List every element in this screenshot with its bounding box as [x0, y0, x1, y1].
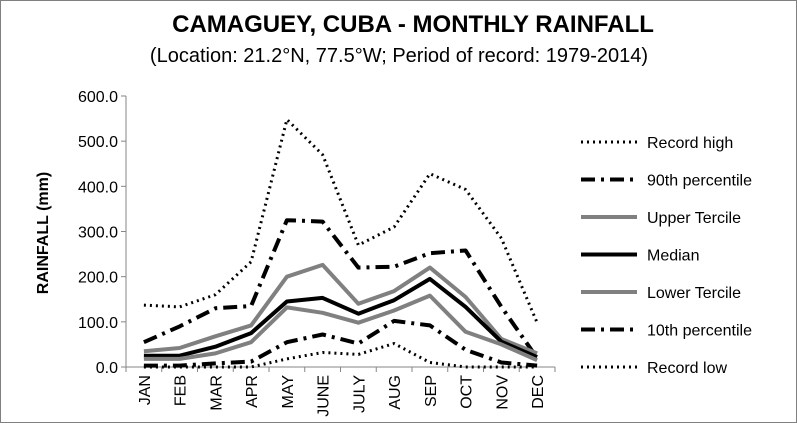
- series-line-record-low: [143, 342, 538, 369]
- x-tick-label: JULY: [351, 375, 368, 413]
- chart-subtitle: (Location: 21.2°N, 77.5°W; Period of rec…: [150, 45, 648, 67]
- x-tick-label: OCT: [459, 375, 476, 409]
- y-tick-label: 0.0: [96, 360, 118, 377]
- legend-label-median: Median: [647, 248, 699, 265]
- x-tick-label: MAY: [280, 375, 297, 409]
- legend-label-upper-tercile: Upper Tercile: [647, 210, 741, 227]
- x-tick-label: AUG: [387, 375, 404, 410]
- y-tick-label: 300.0: [78, 225, 118, 242]
- legend: Record high 90th percentile Upper Tercile M…: [581, 135, 752, 377]
- x-tick-label: MAR: [208, 375, 225, 411]
- series-line-median: [143, 276, 538, 359]
- y-tick-label: 600.0: [78, 89, 118, 106]
- chart-title: CAMAGUEY, CUBA - MONTHLY RAINFALL: [172, 11, 654, 38]
- y-tick-label: 500.0: [78, 134, 118, 151]
- x-tick-label: SEP: [423, 375, 440, 407]
- x-tick-label: JUNE: [316, 375, 333, 417]
- x-tick-label: APR: [244, 375, 261, 408]
- x-tick-label: DEC: [530, 375, 547, 409]
- series-line-upper-tercile: [143, 262, 538, 356]
- series-line-10th-percentile: [143, 318, 538, 368]
- legend-label-90th-percentile: 90th percentile: [647, 173, 752, 190]
- legend-label-lower-tercile: Lower Tercile: [647, 285, 741, 302]
- y-tick-label: 200.0: [78, 270, 118, 287]
- x-tick-label: NOV: [494, 375, 511, 410]
- y-tick-label: 100.0: [78, 315, 118, 332]
- x-tick-label: JAN: [137, 375, 154, 405]
- y-tick-label: 400.0: [78, 179, 118, 196]
- series-lines: [143, 118, 539, 369]
- series-line-record-high: [143, 118, 539, 324]
- series-line-90th-percentile: [143, 218, 539, 360]
- legend-label-record-low: Record low: [647, 360, 727, 377]
- x-tick-label: FEB: [173, 375, 190, 406]
- legend-label-10th-percentile: 10th percentile: [647, 323, 752, 340]
- legend-label-record-high: Record high: [647, 135, 733, 152]
- axes: 0.0 100.0 200.0 300.0 400.0 500.0 600.0 JAN FEB M…: [78, 89, 556, 417]
- series-line-lower-tercile: [143, 293, 538, 363]
- y-axis-label: RAINFALL (mm): [35, 172, 52, 294]
